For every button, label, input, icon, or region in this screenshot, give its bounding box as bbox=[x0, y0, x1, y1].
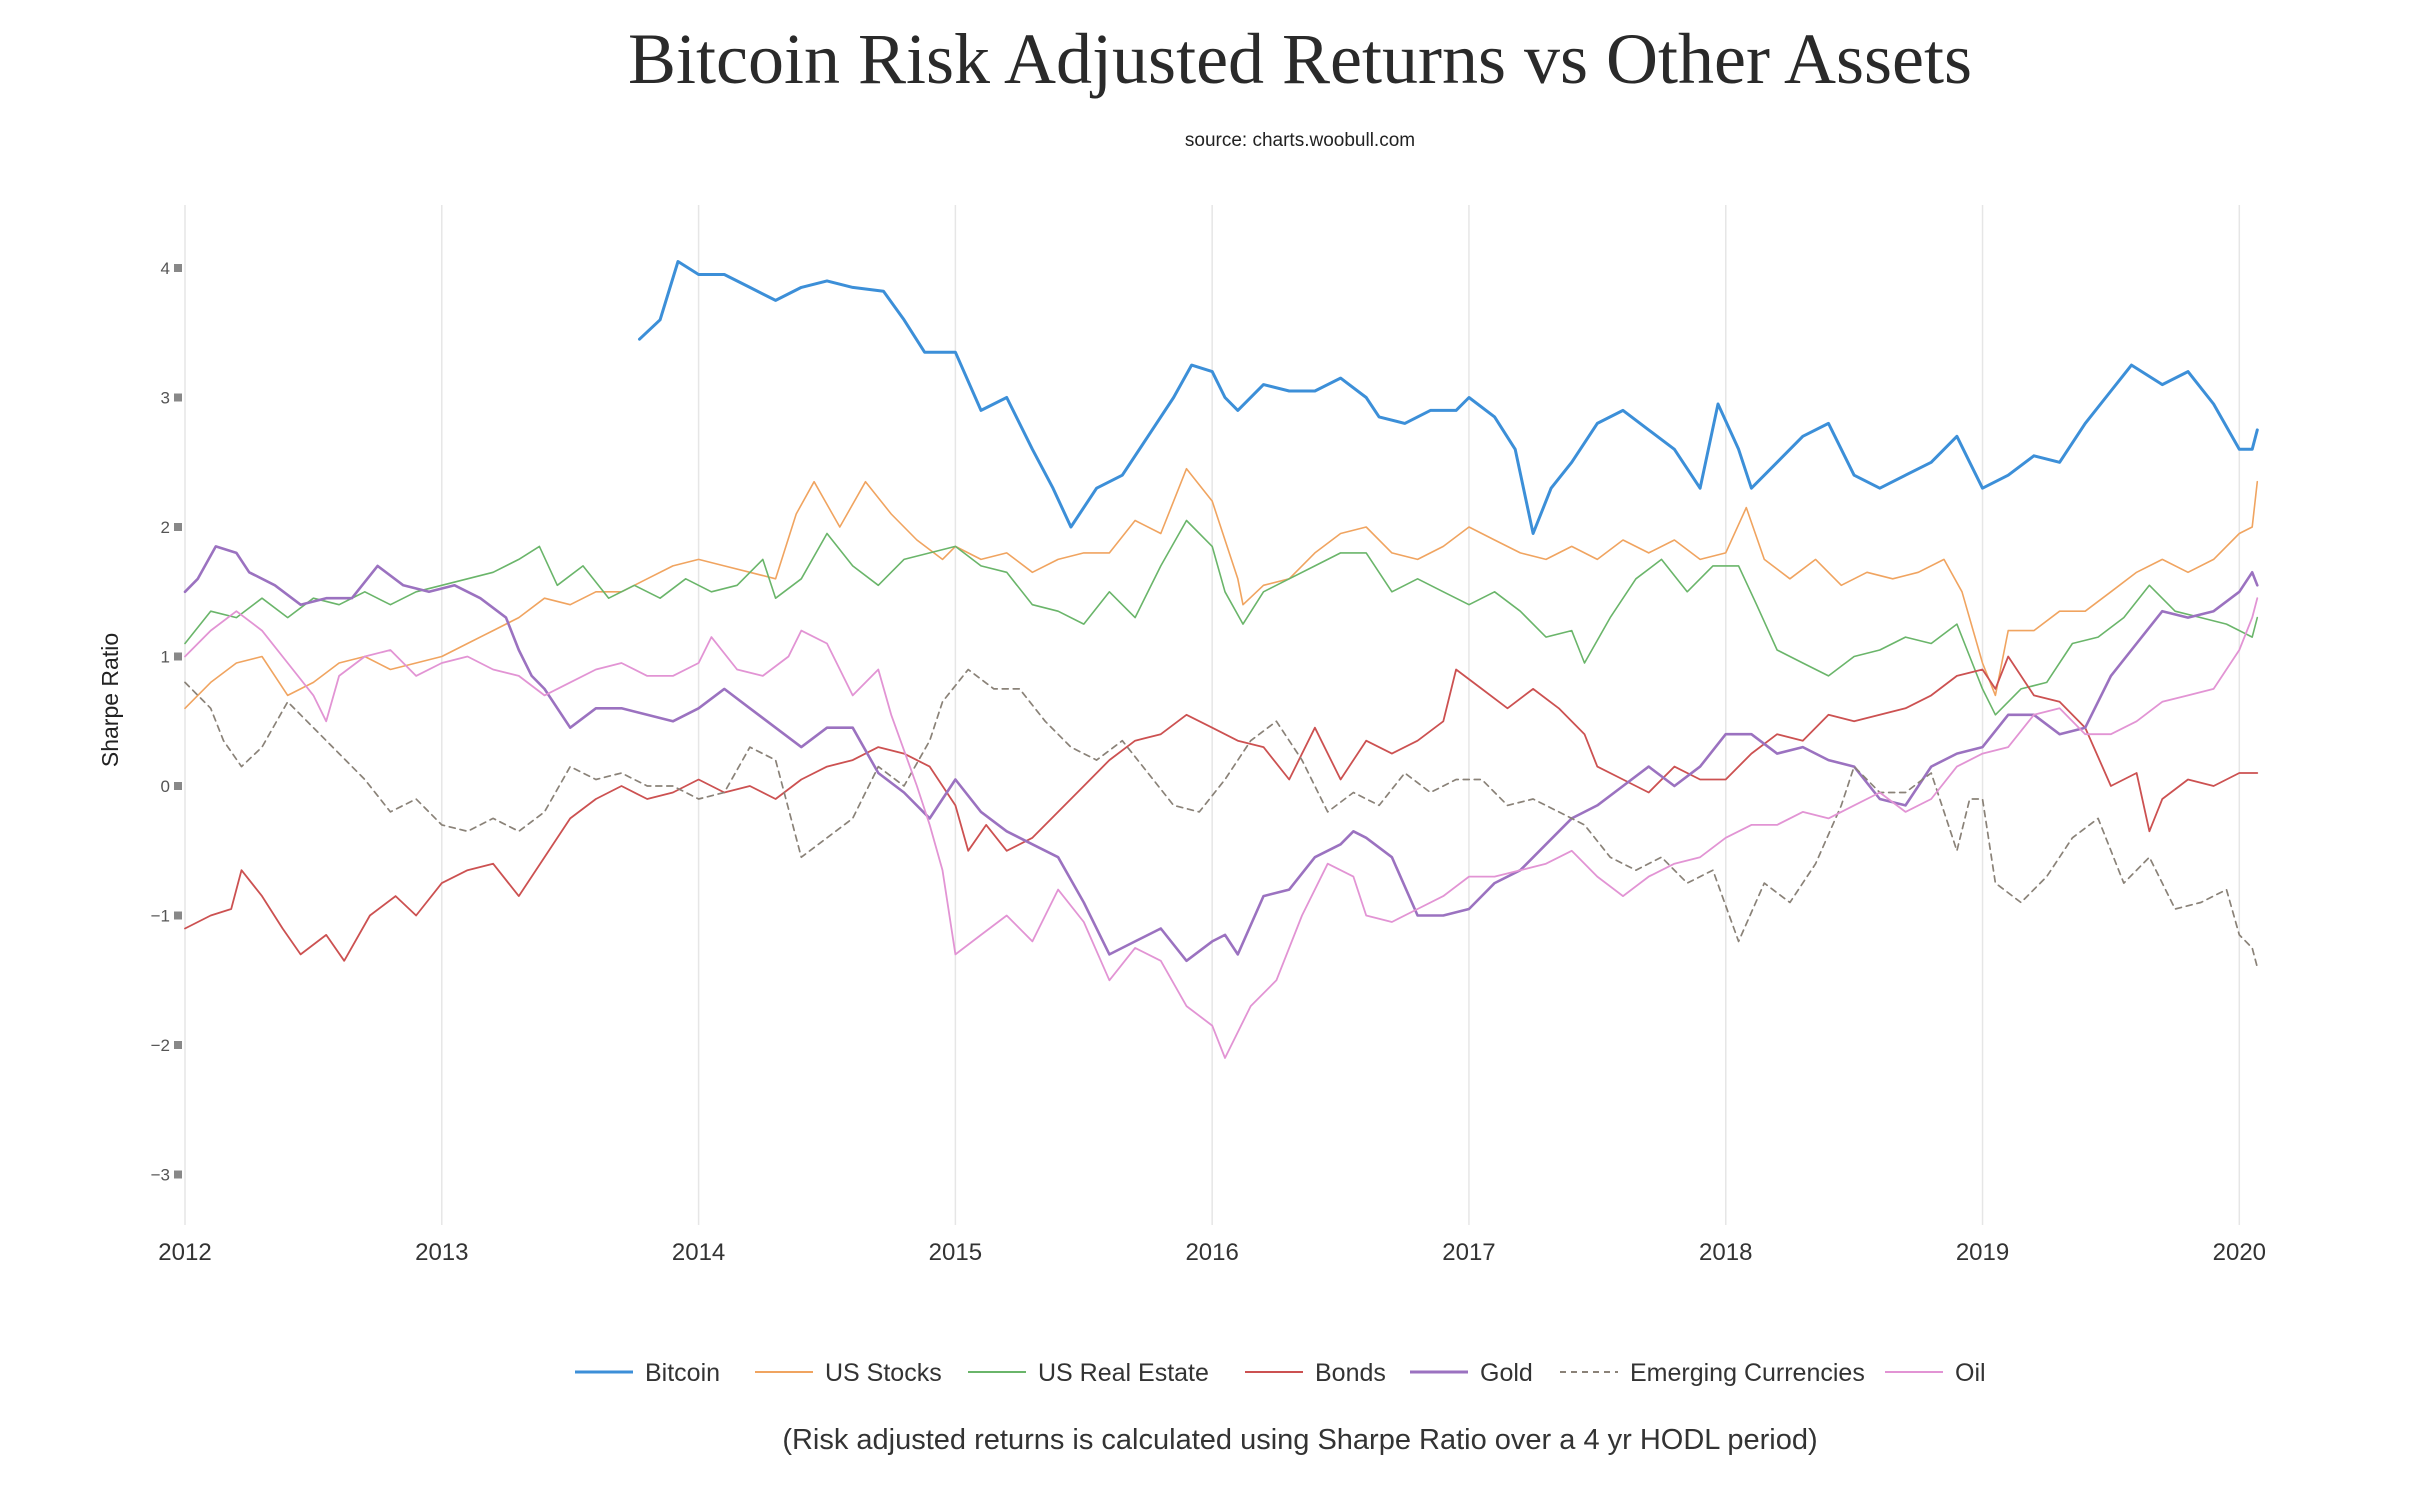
x-tick-label: 2013 bbox=[415, 1239, 468, 1266]
legend-label-oil: Oil bbox=[1955, 1359, 1986, 1387]
axis-layer: 2012 2013 2014 2015 2016 2017 2018 2019 2020 4 3 2 1… bbox=[151, 259, 2266, 1266]
y-tick-label: 4 bbox=[161, 259, 170, 278]
legend-label-us-stocks: US Stocks bbox=[825, 1359, 942, 1387]
y-tick-marker bbox=[174, 652, 182, 661]
series-line-bonds bbox=[184, 655, 2259, 962]
series-line-us-real-estate bbox=[184, 519, 2259, 716]
x-tick-label: 2019 bbox=[1956, 1239, 2009, 1266]
chart-subtitle: source: charts.woobull.com bbox=[1184, 130, 1416, 151]
chart-title: Bitcoin Risk Adjusted Returns vs Other A… bbox=[627, 19, 1973, 99]
series-line-gold bbox=[183, 545, 2259, 963]
y-tick-marker bbox=[174, 911, 182, 920]
y-tick-label: −3 bbox=[151, 1166, 170, 1185]
series-line-bitcoin bbox=[638, 260, 2259, 535]
x-tick-label: 2014 bbox=[672, 1239, 725, 1266]
x-tick-label: 2016 bbox=[1185, 1239, 1238, 1266]
x-tick-label: 2018 bbox=[1699, 1239, 1752, 1266]
y-tick-marker bbox=[174, 393, 182, 402]
legend: Bitcoin US Stocks US Real Estate Bonds Gold E… bbox=[575, 1359, 1986, 1387]
y-tick-marker bbox=[174, 1170, 182, 1179]
legend-label-bonds: Bonds bbox=[1315, 1359, 1386, 1387]
series-line-us-stocks bbox=[184, 467, 2259, 710]
y-tick-marker bbox=[174, 782, 182, 790]
y-tick-marker bbox=[174, 523, 182, 531]
x-tick-label: 2012 bbox=[158, 1239, 211, 1266]
series-line-oil bbox=[184, 597, 2259, 1059]
series-layer bbox=[183, 260, 2259, 1059]
y-tick-label: −1 bbox=[151, 907, 170, 926]
grid-layer bbox=[184, 205, 2241, 1225]
y-tick-label: 0 bbox=[161, 777, 170, 796]
y-tick-label: 3 bbox=[161, 389, 170, 408]
legend-label-emerging-currencies: Emerging Currencies bbox=[1630, 1359, 1865, 1387]
series-line-emerging-currencies bbox=[184, 668, 2259, 969]
y-axis-label: Sharpe Ratio bbox=[97, 633, 123, 767]
legend-label-bitcoin: Bitcoin bbox=[645, 1359, 720, 1387]
y-tick-label: −2 bbox=[151, 1036, 170, 1055]
y-tick-marker bbox=[174, 264, 182, 272]
legend-label-us-real-estate: US Real Estate bbox=[1038, 1359, 1209, 1387]
chart-footnote: (Risk adjusted returns is calculated usi… bbox=[782, 1424, 1818, 1456]
y-tick-label: 2 bbox=[161, 518, 170, 537]
y-tick-marker bbox=[174, 1041, 182, 1049]
x-tick-label: 2015 bbox=[929, 1239, 982, 1266]
x-tick-label: 2020 bbox=[2213, 1239, 2266, 1266]
y-tick-label: 1 bbox=[161, 648, 170, 667]
x-tick-label: 2017 bbox=[1442, 1239, 1495, 1266]
legend-label-gold: Gold bbox=[1480, 1359, 1533, 1387]
